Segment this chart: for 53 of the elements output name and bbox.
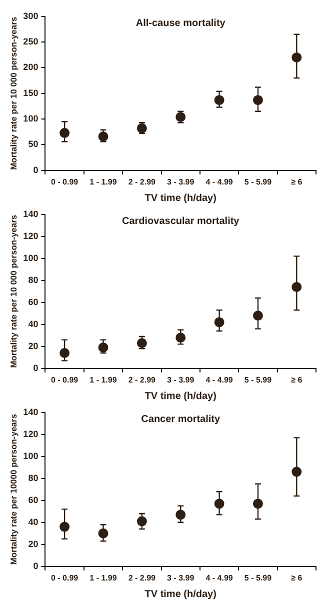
chart-title: All-cause mortality [136,18,226,30]
y-tick-label: 0 [33,560,38,571]
x-tick-label: 5 - 5.99 [244,177,272,186]
y-tick-label: 100 [23,114,38,124]
y-tick-label: 60 [28,296,38,307]
x-tick-label: ≥ 6 [291,375,303,384]
x-tick-label: 3 - 3.99 [167,177,195,186]
x-tick-label: 5 - 5.99 [244,375,272,384]
x-tick-label: ≥ 6 [291,573,303,582]
y-tick-label: 140 [23,406,38,417]
x-tick-label: 1 - 1.99 [90,177,118,186]
x-tick-label: 2 - 2.99 [128,177,156,186]
x-tick-label: 2 - 2.99 [128,573,156,582]
y-tick-label: 200 [23,62,38,72]
x-tick-label: 3 - 3.99 [167,573,195,582]
y-tick-label: 140 [23,208,38,219]
y-axis-title: Mortality rate per 10 000 person-years [8,214,18,368]
x-tick-label: 5 - 5.99 [244,573,272,582]
y-tick-label: 120 [23,230,38,241]
y-tick-label: 0 [33,164,38,175]
x-tick-label: 4 - 4.99 [206,375,234,384]
y-tick-label: 80 [28,472,38,483]
y-axis-title: Mortality rate per 10000 person-years [8,414,18,565]
x-axis-title: TV time (h/day) [144,192,216,204]
y-tick-label: 40 [28,516,38,527]
y-tick-label: 100 [23,450,38,461]
y-tick-label: 300 [23,10,38,21]
x-tick-label: 0 - 0.99 [50,177,79,186]
y-tick-label: 80 [28,274,38,285]
x-tick-label: 1 - 1.99 [90,573,118,582]
chart-title: Cardiovascular mortality [122,216,240,228]
y-tick-label: 120 [23,428,38,439]
y-tick-label: 60 [28,494,38,505]
x-axis-title: TV time (h/day) [144,588,216,600]
y-axis-title: Mortality rate per 10 000 person-years [8,16,18,170]
x-tick-label: 4 - 4.99 [206,573,234,582]
y-tick-label: 20 [28,340,38,351]
x-tick-label: ≥ 6 [291,177,303,186]
x-tick-label: 0 - 0.99 [50,375,79,384]
x-tick-label: 4 - 4.99 [206,177,234,186]
x-axis-title: TV time (h/day) [144,390,216,402]
y-tick-label: 0 [33,362,38,373]
y-tick-label: 100 [23,252,38,263]
x-tick-label: 0 - 0.99 [50,573,79,582]
chart-title: Cancer mortality [141,414,220,426]
y-tick-label: 250 [23,36,38,47]
y-tick-label: 50 [28,139,38,150]
x-tick-label: 1 - 1.99 [90,375,118,384]
y-tick-label: 150 [23,88,38,98]
x-tick-label: 2 - 2.99 [128,375,156,384]
x-tick-label: 3 - 3.99 [167,375,195,384]
y-tick-label: 40 [28,318,38,329]
y-tick-label: 20 [28,538,38,549]
